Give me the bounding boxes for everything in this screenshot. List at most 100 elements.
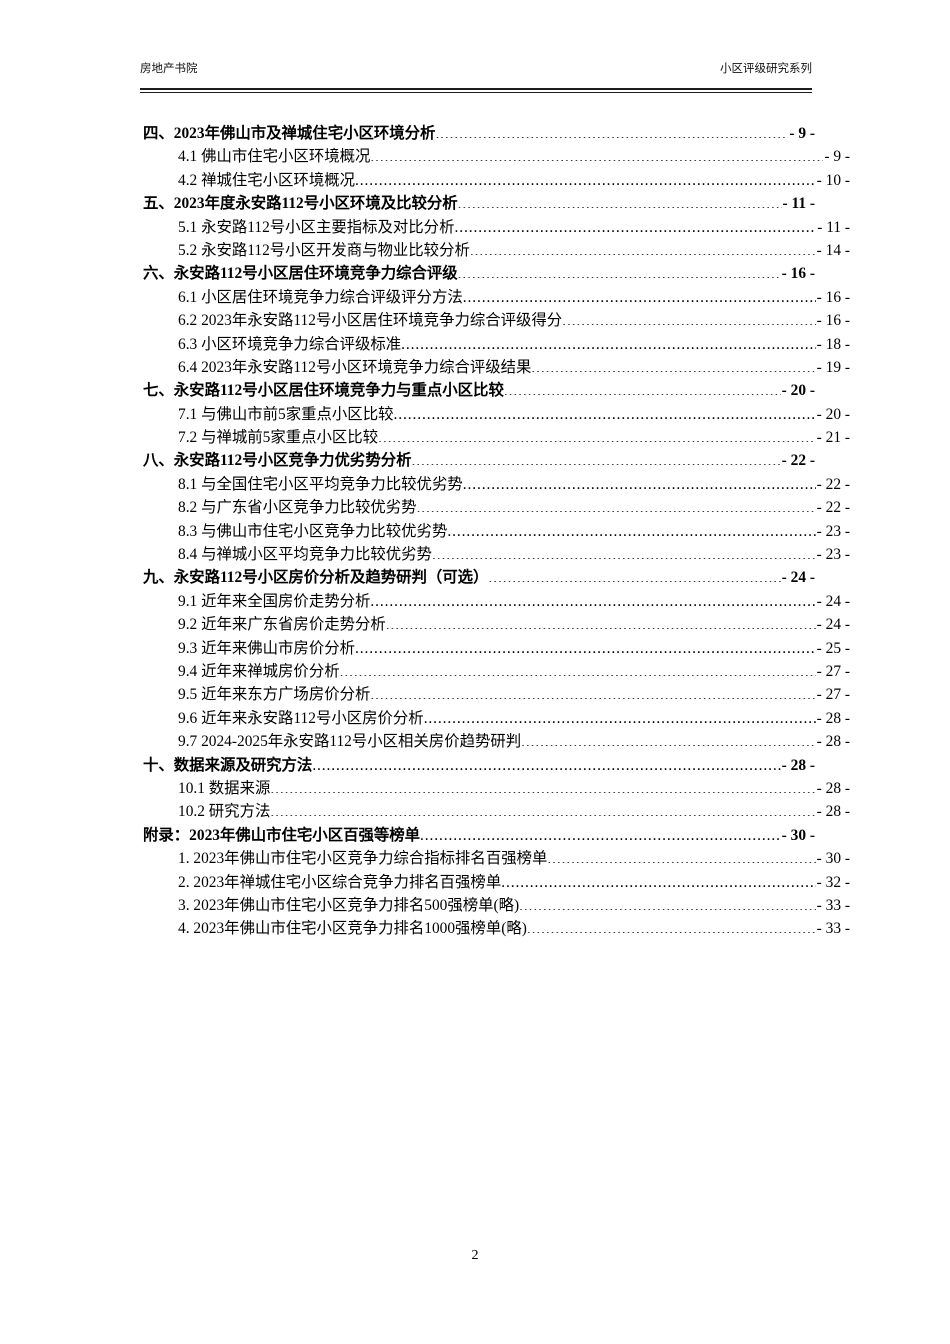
toc-entry[interactable]: 附录：2023年佛山市住宅小区百强等榜单 - 30 -: [140, 824, 815, 847]
toc-entry[interactable]: 6.2 2023年永安路112号小区居住环境竞争力综合评级得分 - 16 -: [140, 309, 850, 332]
toc-entry-page-number: - 19 -: [816, 358, 850, 376]
toc-entry-page-number: - 14 -: [816, 241, 850, 259]
toc-entry[interactable]: 七、永安路112号小区居住环境竞争力与重点小区比较 - 20 -: [140, 379, 815, 402]
toc-entry-title: 六、永安路112号小区居住环境竞争力综合评级: [143, 265, 458, 283]
toc-entry[interactable]: 6.4 2023年永安路112号小区环境竞争力综合评级结果 - 19 -: [140, 356, 850, 379]
toc-entry[interactable]: 5.2 永安路112号小区开发商与物业比较分析 - 14 -: [140, 239, 850, 262]
toc-entry-title: 9.7 2024-2025年永安路112号小区相关房价趋势研判: [178, 733, 522, 751]
toc-entry[interactable]: 十、数据来源及研究方法 - 28 -: [140, 754, 815, 777]
toc-entry-title: 10.2 研究方法: [178, 803, 271, 821]
toc-entry[interactable]: 九、永安路112号小区房价分析及趋势研判（可选） - 24 -: [140, 566, 815, 589]
toc-entry[interactable]: 6.3 小区环境竞争力综合评级标准 - 18 -: [140, 333, 850, 356]
toc-dot-leader: [562, 310, 815, 325]
table-of-contents: 四、2023年佛山市及禅城住宅小区环境分析- 9 -4.1 佛山市住宅小区环境概…: [140, 122, 850, 941]
toc-entry-title: 6.4 2023年永安路112号小区环境竞争力综合评级结果: [178, 358, 532, 376]
toc-entry[interactable]: 1. 2023年佛山市住宅小区竞争力综合指标排名百强榜单 - 30 -: [140, 847, 850, 870]
toc-dot-leader: [420, 824, 781, 839]
toc-entry-page-number: - 28 -: [816, 733, 850, 751]
toc-dot-leader: [458, 193, 782, 208]
toc-entry-title: 6.2 2023年永安路112号小区居住环境竞争力综合评级得分: [178, 312, 563, 330]
toc-entry-title: 9.2 近年来广东省房价走势分析: [178, 616, 386, 634]
toc-dot-leader: [312, 754, 780, 769]
toc-entry[interactable]: 7.1 与佛山市前5家重点小区比较 - 20 -: [140, 403, 850, 426]
footer-page-number: 2: [471, 1248, 479, 1263]
toc-dot-leader: [521, 731, 816, 746]
toc-entry-page-number: - 25 -: [816, 639, 850, 657]
toc-entry[interactable]: 六、永安路112号小区居住环境竞争力综合评级 - 16 -: [140, 262, 815, 285]
toc-entry[interactable]: 3. 2023年佛山市住宅小区竞争力排名500强榜单(略) - 33 -: [140, 894, 850, 917]
toc-entry-title: 4. 2023年佛山市住宅小区竞争力排名1000强榜单(略): [178, 920, 527, 938]
toc-entry[interactable]: 2. 2023年禅城住宅小区综合竞争力排名百强榜单 - 32 -: [140, 871, 850, 894]
toc-dot-leader: [519, 895, 816, 910]
toc-dot-leader: [463, 286, 816, 301]
toc-entry-title: 6.1 小区居住环境竞争力综合评级评分方法: [178, 288, 463, 306]
toc-entry-title: 10.1 数据来源: [178, 779, 271, 797]
header-divider-rule: [140, 88, 812, 94]
toc-dot-leader: [340, 661, 816, 676]
toc-entry[interactable]: 9.4 近年来禅城房价分析 - 27 -: [140, 660, 850, 683]
toc-entry[interactable]: 9.1 近年来全国房价走势分析 - 24 -: [140, 590, 850, 613]
toc-entry[interactable]: 四、2023年佛山市及禅城住宅小区环境分析 - 9 -: [140, 122, 815, 145]
toc-entry[interactable]: 4. 2023年佛山市住宅小区竞争力排名1000强榜单(略) - 33 -: [140, 917, 850, 940]
toc-entry-title: 9.4 近年来禅城房价分析: [178, 662, 340, 680]
toc-dot-leader: [270, 778, 815, 793]
toc-dot-leader: [386, 614, 816, 629]
toc-entry-title: 四、2023年佛山市及禅城住宅小区环境分析: [143, 125, 436, 142]
toc-entry-title: 9.1 近年来全国房价走势分析: [178, 592, 371, 610]
toc-entry[interactable]: 4.1 佛山市住宅小区环境概况 - 9 -: [140, 145, 850, 168]
toc-entry-title: 7.2 与禅城前5家重点小区比较: [178, 429, 379, 447]
toc-dot-leader: [355, 169, 816, 184]
toc-entry-title: 7.1 与佛山市前5家重点小区比较: [178, 405, 394, 423]
toc-dot-leader: [370, 684, 815, 699]
toc-entry-page-number: - 9 -: [824, 148, 850, 166]
toc-entry[interactable]: 8.3 与佛山市住宅小区竞争力比较优劣势 - 23 -: [140, 520, 850, 543]
header-left-text: 房地产书院: [140, 63, 198, 75]
toc-entry-page-number: - 18 -: [816, 335, 850, 353]
toc-entry[interactable]: 9.3 近年来佛山市房价分析 - 25 -: [140, 637, 850, 660]
toc-entry-page-number: - 27 -: [816, 686, 850, 704]
running-header: 房地产书院 小区评级研究系列: [140, 62, 812, 77]
toc-entry[interactable]: 9.6 近年来永安路112号小区房价分析 - 28 -: [140, 707, 850, 730]
toc-entry[interactable]: 9.7 2024-2025年永安路112号小区相关房价趋势研判 - 28 -: [140, 730, 850, 753]
header-right-text: 小区评级研究系列: [720, 63, 812, 75]
toc-dot-leader: [432, 544, 816, 559]
toc-entry-page-number: - 32 -: [816, 873, 850, 891]
toc-dot-leader: [454, 216, 816, 231]
toc-dot-leader: [401, 333, 815, 348]
toc-dot-leader: [412, 450, 781, 465]
toc-entry[interactable]: 5.1 永安路112号小区主要指标及对比分析 - 11 -: [140, 216, 850, 239]
toc-entry-title: 4.1 佛山市住宅小区环境概况: [178, 148, 371, 166]
toc-entry[interactable]: 8.4 与禅城小区平均竞争力比较优劣势 - 23 -: [140, 543, 850, 566]
toc-entry[interactable]: 8.1 与全国住宅小区平均竞争力比较优劣势 - 22 -: [140, 473, 850, 496]
toc-entry-page-number: - 20 -: [781, 382, 815, 400]
toc-dot-leader: [435, 123, 788, 138]
toc-entry-page-number: - 27 -: [816, 662, 850, 680]
toc-dot-leader: [424, 707, 816, 722]
toc-entry[interactable]: 6.1 小区居住环境竞争力综合评级评分方法 - 16 -: [140, 286, 850, 309]
toc-entry-page-number: - 9 -: [789, 125, 815, 142]
toc-entry-title: 九、永安路112号小区房价分析及趋势研判（可选）: [143, 569, 489, 587]
toc-entry-title: 5.2 永安路112号小区开发商与物业比较分析: [178, 241, 470, 259]
toc-entry-page-number: - 21 -: [816, 429, 850, 447]
toc-entry-page-number: - 11 -: [782, 195, 816, 213]
toc-entry[interactable]: 八、永安路112号小区竞争力优劣势分析 - 22 -: [140, 449, 815, 472]
toc-dot-leader: [527, 918, 816, 933]
toc-dot-leader: [463, 473, 816, 488]
toc-entry-page-number: - 24 -: [816, 592, 850, 610]
toc-entry-page-number: - 11 -: [817, 218, 850, 236]
toc-entry[interactable]: 9.5 近年来东方广场房价分析 - 27 -: [140, 683, 850, 706]
toc-entry[interactable]: 4.2 禅城住宅小区环境概况 - 10 -: [140, 169, 850, 192]
toc-entry-title: 5.1 永安路112号小区主要指标及对比分析: [178, 218, 455, 236]
toc-entry[interactable]: 五、2023年度永安路112号小区环境及比较分析 - 11 -: [140, 192, 815, 215]
toc-entry-title: 附录：2023年佛山市住宅小区百强等榜单: [143, 826, 421, 844]
toc-entry-title: 8.4 与禅城小区平均竞争力比较优劣势: [178, 546, 432, 564]
toc-entry[interactable]: 8.2 与广东省小区竞争力比较优劣势 - 22 -: [140, 496, 850, 519]
toc-entry[interactable]: 7.2 与禅城前5家重点小区比较 - 21 -: [140, 426, 850, 449]
toc-entry-title: 十、数据来源及研究方法: [143, 756, 313, 774]
toc-entry[interactable]: 9.2 近年来广东省房价走势分析 - 24 -: [140, 613, 850, 636]
toc-entry[interactable]: 10.2 研究方法 - 28 -: [140, 800, 850, 823]
toc-entry-page-number: - 23 -: [816, 546, 850, 564]
toc-entry-title: 七、永安路112号小区居住环境竞争力与重点小区比较: [143, 382, 504, 400]
toc-entry[interactable]: 10.1 数据来源 - 28 -: [140, 777, 850, 800]
